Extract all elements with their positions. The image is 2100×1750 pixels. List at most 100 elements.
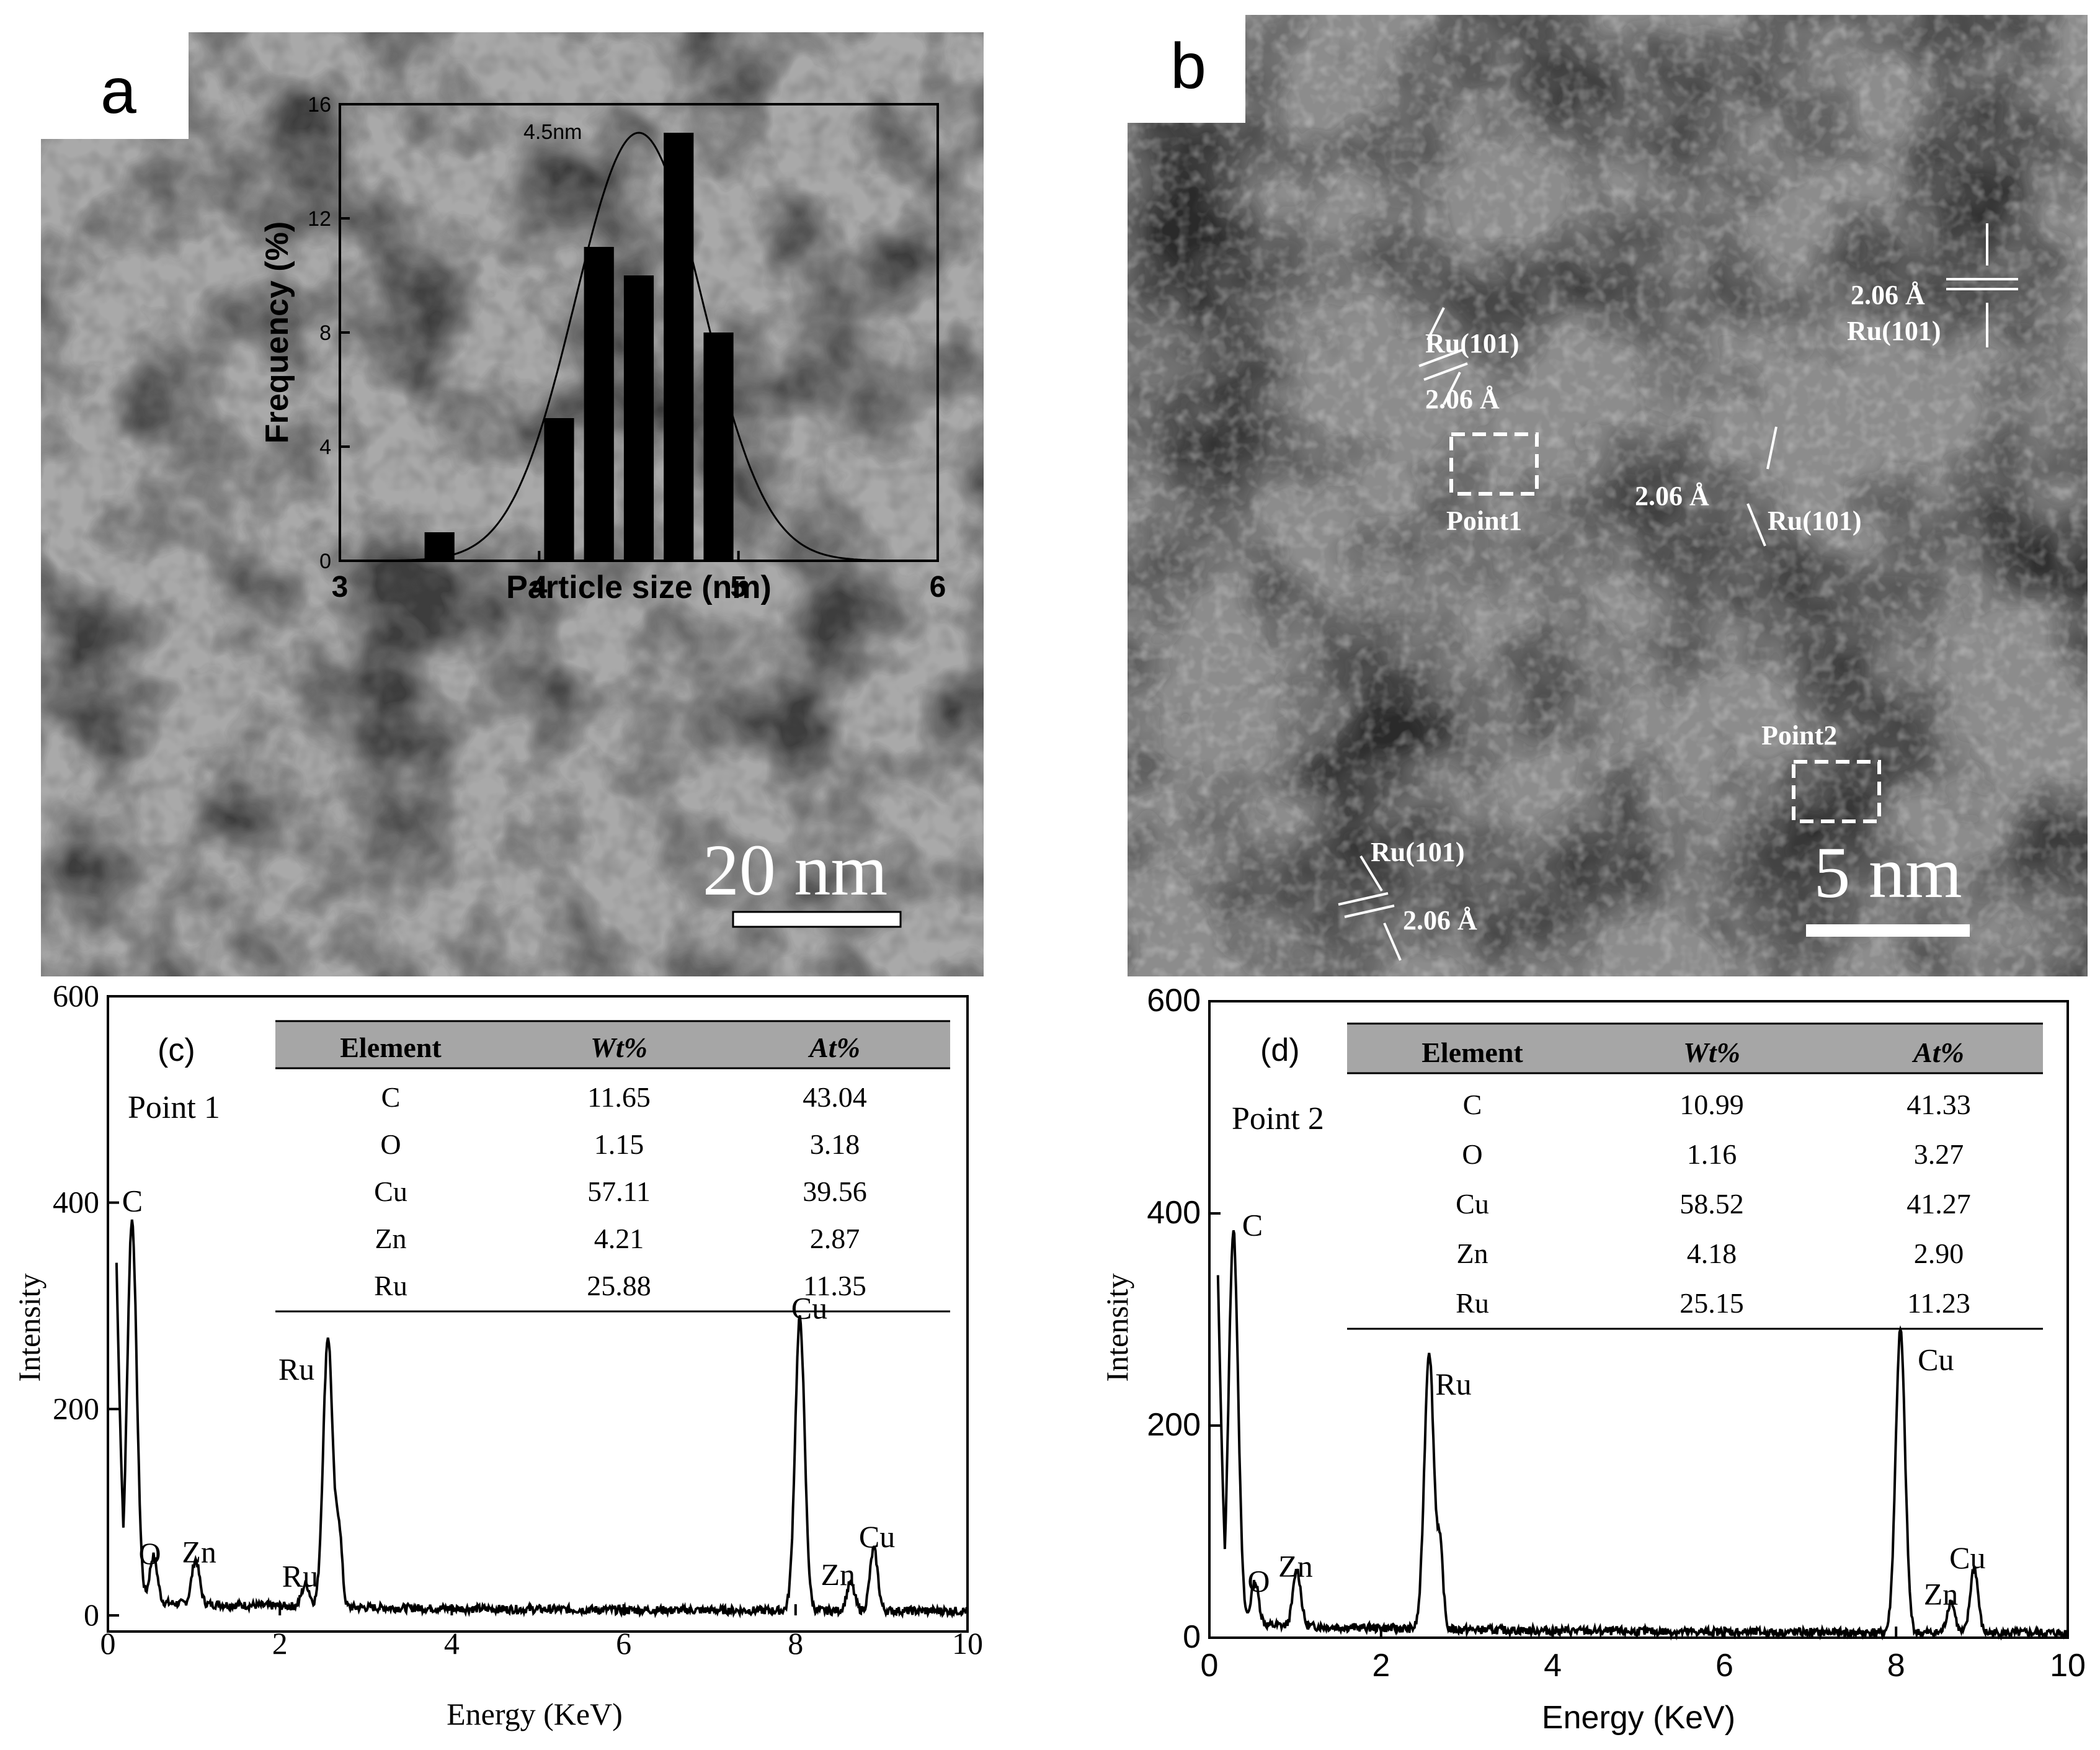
peak-label-cu: Cu bbox=[1949, 1540, 1985, 1575]
inset-y-tick-label: 12 bbox=[308, 207, 331, 231]
peak-label-ru: Ru bbox=[278, 1352, 314, 1386]
y-tick-label: 0 bbox=[1183, 1619, 1201, 1655]
histogram-bar bbox=[664, 133, 694, 561]
panel-b: b Ru(101) 2.06 Å 2.06 Å Ru(101) 2.06 Å R… bbox=[1128, 15, 2088, 976]
table-cell: O bbox=[380, 1128, 401, 1160]
table-cell: 43.04 bbox=[803, 1081, 867, 1113]
x-tick-label: 10 bbox=[952, 1626, 983, 1661]
table-cell: 10.99 bbox=[1680, 1089, 1744, 1120]
x-tick-label: 0 bbox=[1201, 1648, 1219, 1684]
scale-bar-a bbox=[732, 911, 902, 928]
lattice-annotation-2 bbox=[1946, 223, 2018, 347]
table-cell: 1.15 bbox=[594, 1128, 644, 1160]
lattice-annotation-3 bbox=[1746, 426, 1777, 547]
panel-a: a 4.5nm 3 4 5 6 0 4 8 12 16 Particle size (nm) … bbox=[41, 32, 984, 976]
table-header-cell: At% bbox=[808, 1032, 860, 1063]
inset-histogram: 4.5nm 3 4 5 6 0 4 8 12 16 Particle size (nm) Fr… bbox=[259, 93, 946, 605]
d-spacing-label-4: 2.06 Å bbox=[1403, 905, 1477, 935]
inset-x-tick-label: 3 bbox=[332, 571, 349, 604]
table-cell: 11.23 bbox=[1907, 1287, 1970, 1319]
peak-label-o: O bbox=[1247, 1564, 1270, 1599]
table-cell: Zn bbox=[1456, 1238, 1488, 1269]
table-cell: 3.18 bbox=[810, 1128, 860, 1160]
y-axis-label-d: Intensity bbox=[1100, 1274, 1134, 1382]
peak-label-o: O bbox=[138, 1536, 161, 1571]
x-axis-label-c: Energy (KeV) bbox=[447, 1697, 623, 1731]
y-axis-label-c: Intensity bbox=[12, 1274, 47, 1382]
point2-label: Point2 bbox=[1761, 720, 1837, 751]
peak-label-cu: Cu bbox=[1918, 1342, 1954, 1377]
peak-label-ru: Ru bbox=[282, 1558, 318, 1593]
table-cell: 57.11 bbox=[587, 1176, 651, 1207]
composition-table-c: Element Wt% At% C 11.65 43.04 O 1.15 3.18 Cu 57.11… bbox=[275, 1020, 950, 1313]
y-tick-label: 400 bbox=[53, 1185, 99, 1220]
ru101-label-4: Ru(101) bbox=[1371, 837, 1465, 867]
y-tick-label: 600 bbox=[1147, 983, 1201, 1019]
composition-table-d: Element Wt% At% C 10.99 41.33 O 1.16 3.27 Cu 58.52… bbox=[1347, 1022, 2043, 1330]
histogram-bar bbox=[623, 275, 654, 561]
point2-title: Point 2 bbox=[1232, 1101, 1324, 1136]
histogram-bar bbox=[544, 418, 574, 561]
panel-d: 0 200 400 600 0 2 4 6 8 10 (d) Point 2 Energy (K… bbox=[1100, 983, 2086, 1736]
d-spacing-label-3: 2.06 Å bbox=[1635, 481, 1709, 511]
panel-a-label: a bbox=[100, 55, 136, 127]
peak-label-zn: Zn bbox=[1924, 1577, 1959, 1612]
x-tick-label: 4 bbox=[444, 1626, 460, 1661]
plot-frame-c bbox=[107, 995, 969, 1633]
point2-box bbox=[1792, 760, 1881, 823]
table-cell: C bbox=[1463, 1089, 1482, 1120]
ru101-label-1: Ru(101) bbox=[1425, 328, 1519, 359]
lattice-annotation-1 bbox=[1418, 307, 1468, 405]
table-cell: 39.56 bbox=[803, 1176, 867, 1207]
peak-label-cu: Cu bbox=[859, 1519, 895, 1554]
table-cell: 4.18 bbox=[1687, 1238, 1737, 1269]
inset-x-axis-label: Particle size (nm) bbox=[506, 569, 772, 605]
x-tick-label: 8 bbox=[1887, 1648, 1905, 1684]
y-tick-label: 600 bbox=[53, 980, 99, 1013]
scale-bar-b bbox=[1806, 924, 1970, 937]
x-tick-label: 4 bbox=[1544, 1648, 1562, 1684]
table-header-cell: Element bbox=[1422, 1037, 1523, 1068]
table-cell: 25.88 bbox=[587, 1270, 651, 1301]
table-cell: Cu bbox=[374, 1176, 407, 1207]
histogram-bar bbox=[703, 333, 734, 561]
panel-c: 0 200 400 600 0 2 4 6 8 10 (c) Point 1 Energy (K… bbox=[12, 980, 983, 1731]
table-header-band bbox=[1347, 1024, 2043, 1073]
inset-y-tick-label: 16 bbox=[308, 93, 331, 117]
lattice-annotation-4 bbox=[1338, 855, 1402, 961]
table-header-cell: At% bbox=[1911, 1037, 1964, 1068]
table-cell: 41.27 bbox=[1906, 1188, 1971, 1220]
table-header-cell: Wt% bbox=[1683, 1037, 1740, 1068]
d-spacing-label-1: 2.06 Å bbox=[1425, 384, 1500, 414]
table-cell: Cu bbox=[1456, 1188, 1489, 1220]
table-header-cell: Wt% bbox=[590, 1032, 647, 1063]
fit-peak-label: 4.5nm bbox=[523, 120, 582, 144]
inset-y-tick-label: 0 bbox=[319, 550, 331, 573]
plot-frame-d bbox=[1208, 1000, 2069, 1639]
table-header-band bbox=[275, 1021, 950, 1068]
inset-x-tick-label: 6 bbox=[930, 571, 946, 604]
x-tick-label: 0 bbox=[100, 1626, 116, 1661]
x-tick-label: 6 bbox=[1715, 1648, 1733, 1684]
peak-label-zn: Zn bbox=[821, 1557, 856, 1592]
inset-y-axis-label: Frequency (%) bbox=[259, 221, 295, 444]
scale-bar-label-a: 20 nm bbox=[703, 829, 888, 911]
eds-spectrum-point1 bbox=[115, 1219, 969, 1619]
y-tick-label: 0 bbox=[84, 1597, 99, 1632]
peak-label-zn: Zn bbox=[182, 1534, 216, 1569]
table-cell: 25.15 bbox=[1680, 1287, 1744, 1319]
scale-bar-label-b: 5 nm bbox=[1813, 832, 1962, 913]
peak-label-cu: Cu bbox=[791, 1290, 827, 1325]
table-cell: 11.65 bbox=[587, 1081, 651, 1113]
inset-x-tick-label: 4 bbox=[531, 571, 548, 604]
x-tick-label: 2 bbox=[272, 1626, 288, 1661]
histogram-bar bbox=[424, 532, 455, 561]
d-spacing-label-2: 2.06 Å bbox=[1851, 280, 1925, 310]
point1-title: Point 1 bbox=[128, 1090, 220, 1125]
table-cell: Ru bbox=[374, 1270, 407, 1301]
histogram-bar bbox=[584, 247, 614, 561]
panel-b-label-box bbox=[1128, 15, 1245, 123]
table-cell: C bbox=[381, 1081, 401, 1113]
table-cell: 3.27 bbox=[1914, 1138, 1964, 1170]
table-cell: 4.21 bbox=[594, 1223, 644, 1254]
